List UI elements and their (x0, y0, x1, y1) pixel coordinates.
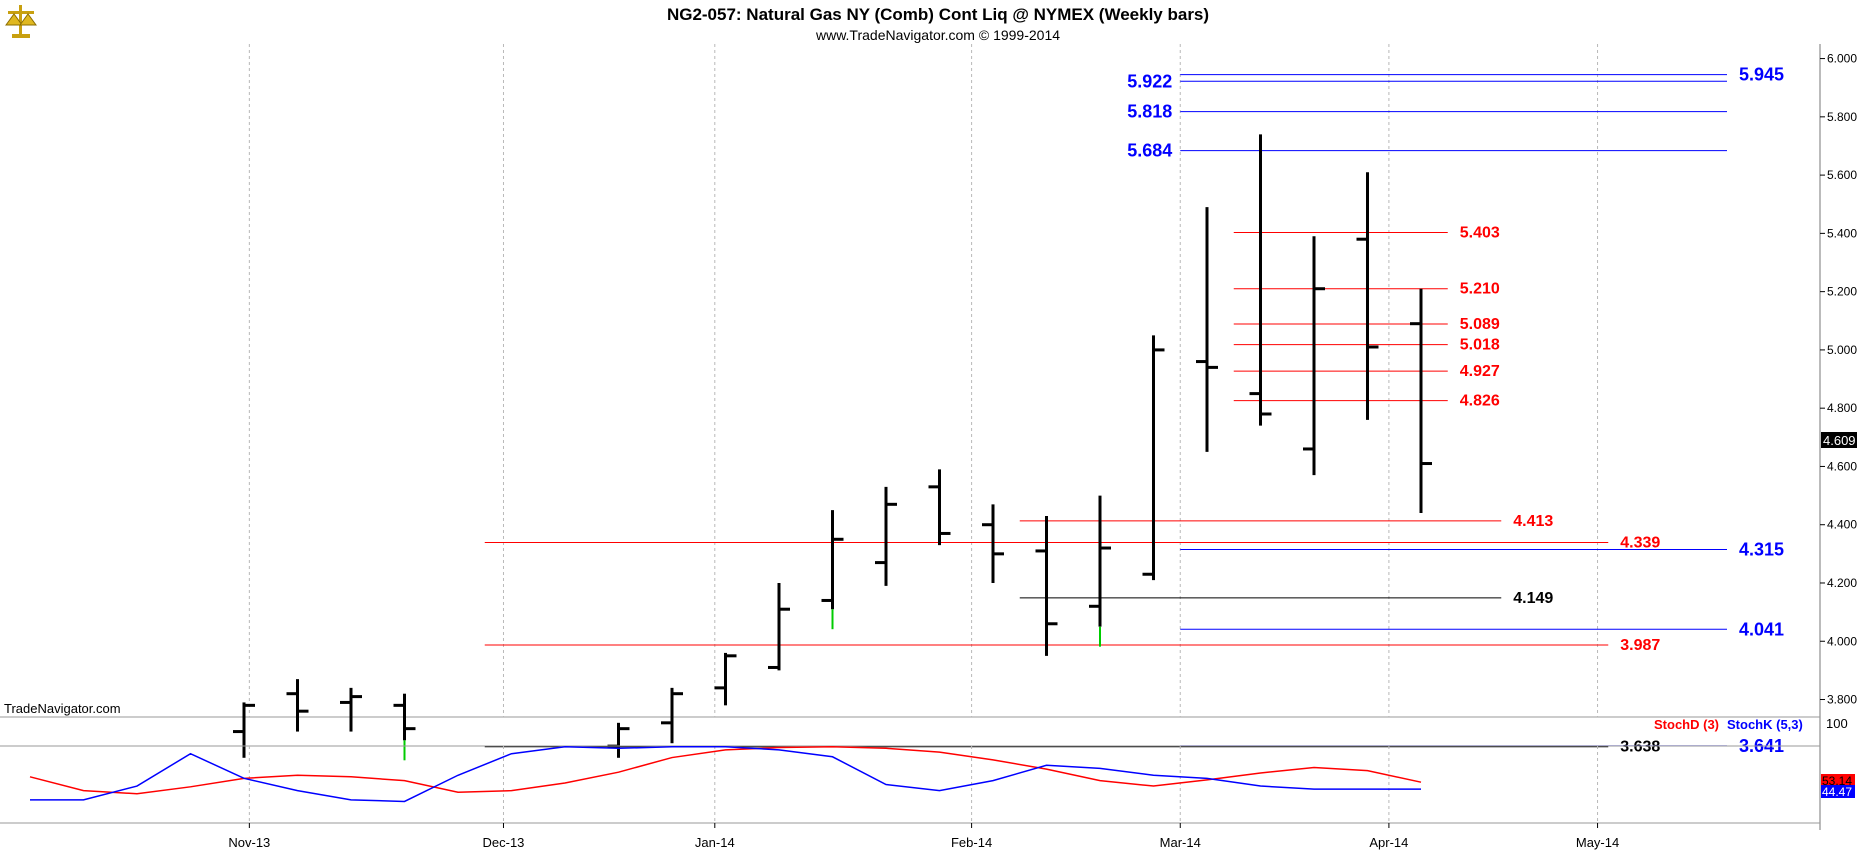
level-label-4.826: 4.826 (1460, 393, 1500, 410)
chart-title: NG2-057: Natural Gas NY (Comb) Cont Liq … (667, 5, 1209, 24)
watermark: TradeNavigator.com (4, 701, 121, 716)
x-tick-label: Mar-14 (1160, 835, 1201, 850)
y-tick-label: 5.400 (1827, 226, 1857, 240)
level-label-4.413: 4.413 (1513, 513, 1553, 530)
level-label-4.149: 4.149 (1513, 590, 1553, 607)
y-tick-label: 4.200 (1827, 576, 1857, 590)
ohlc-bar (768, 582, 790, 671)
ohlc-bar (340, 687, 362, 732)
ohlc-bar (1035, 515, 1058, 656)
y-tick-label: 4.000 (1827, 634, 1857, 648)
ohlc-bar (661, 687, 683, 744)
x-tick-label: May-14 (1576, 835, 1619, 850)
ohlc-bar (821, 510, 844, 630)
stochd-line (29, 746, 1422, 795)
ohlc-bar (1196, 207, 1218, 452)
y-tick-label: 5.600 (1827, 168, 1857, 182)
level-label-5.945: 5.945 (1739, 65, 1784, 85)
y-tick-label: 5.800 (1827, 110, 1857, 124)
level-label-5.684: 5.684 (1127, 141, 1172, 161)
y-tick-label: 4.400 (1827, 518, 1857, 532)
level-label-5.922: 5.922 (1127, 71, 1172, 91)
x-tick-label: Feb-14 (951, 835, 992, 850)
last-price-marker: 4.609 (1821, 432, 1857, 448)
last-price-box (1821, 432, 1857, 448)
level-label-5.818: 5.818 (1127, 102, 1172, 122)
legend-stochd: StochD (3) (1654, 717, 1719, 732)
ohlc-bar (286, 679, 309, 732)
x-tick-label: Jan-14 (695, 835, 735, 850)
ohlc-bar (875, 486, 897, 586)
level-label-3.638: 3.638 (1620, 739, 1660, 756)
chart-subtitle: www.TradeNavigator.com © 1999-2014 (815, 27, 1060, 43)
y-tick-label: 4.800 (1827, 401, 1857, 415)
last-price-label: 4.609 (1823, 433, 1856, 448)
ohlc-bar (1142, 335, 1165, 581)
level-label-5.403: 5.403 (1460, 224, 1500, 241)
level-label-4.339: 4.339 (1620, 534, 1660, 551)
stochk-line (30, 746, 1421, 803)
ohlc-bar (233, 702, 255, 758)
x-tick-label: Apr-14 (1369, 835, 1408, 850)
scales-logo-icon (5, 5, 37, 38)
ohlc-bar (928, 469, 951, 546)
level-label-4.927: 4.927 (1460, 363, 1500, 380)
level-label-3.987: 3.987 (1620, 637, 1660, 654)
level-label-5.210: 5.210 (1460, 281, 1500, 298)
ohlc-bar (1249, 134, 1272, 426)
stochd-last-value: 53.14 (1822, 774, 1852, 788)
ohlc-bar (393, 693, 416, 761)
level-label-5.018: 5.018 (1460, 337, 1500, 354)
stochk-last-value: 44.47 (1822, 785, 1852, 799)
ohlc-bar (1410, 288, 1432, 514)
y-tick-label: 5.200 (1827, 285, 1857, 299)
x-tick-label: Nov-13 (228, 835, 270, 850)
price-panel: 5.945 5.922 5.818 5.684 5.403 5.210 5.089 5.018… (0, 44, 1857, 830)
x-axis: Nov-13 Dec-13 Jan-14 Feb-14 Mar-14 Apr-14 May-… (228, 823, 1619, 850)
y-tick-label: 5.000 (1827, 343, 1857, 357)
y-tick-label: 4.600 (1827, 459, 1857, 473)
level-label-5.089: 5.089 (1460, 316, 1500, 333)
stoch-ytick-100: 100 (1826, 716, 1848, 731)
ohlc-bar (714, 652, 737, 706)
ohlc-bar (1089, 495, 1111, 647)
stochd-last-value-box (1821, 774, 1855, 787)
ohlc-bar (1303, 236, 1325, 476)
level-label-4.041: 4.041 (1739, 619, 1784, 639)
ohlc-bar (982, 504, 1004, 583)
x-tick-label: Dec-13 (483, 835, 525, 850)
stochastic-panel: 100 StochD (3) StochK (5,3) 53.14 44.47 (0, 716, 1855, 824)
level-label-4.315: 4.315 (1739, 539, 1784, 559)
y-tick-label: 3.800 (1827, 693, 1857, 707)
stochk-last-value-box (1821, 785, 1855, 798)
y-tick-label: 6.000 (1827, 52, 1857, 66)
ohlc-bar (1356, 172, 1379, 420)
legend-stochk: StochK (5,3) (1727, 717, 1803, 732)
